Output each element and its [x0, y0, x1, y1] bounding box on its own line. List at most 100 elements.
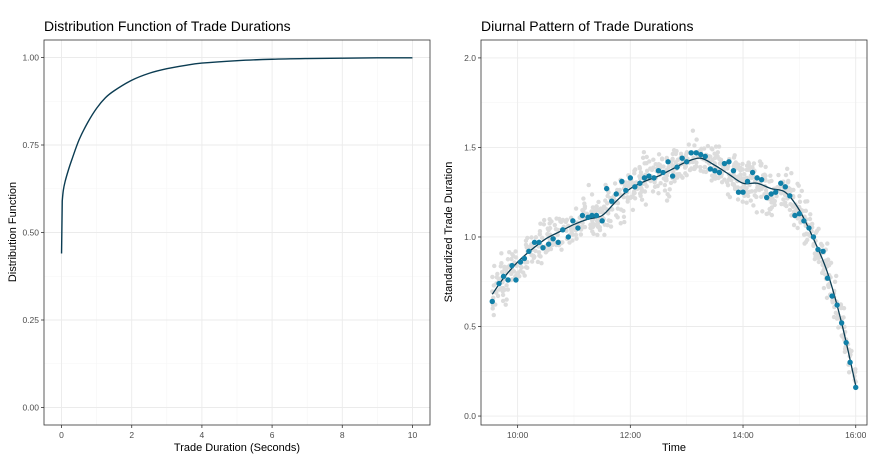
diurnal-raw-point: [781, 197, 786, 202]
diurnal-raw-point: [602, 222, 607, 227]
diurnal-mean-point: [619, 178, 625, 185]
diurnal-raw-point: [811, 243, 816, 248]
diurnal-raw-point: [639, 197, 645, 202]
diurnal-mean-point: [820, 248, 826, 254]
cdf-x-tick-label: 6: [270, 430, 275, 440]
diurnal-raw-point: [786, 178, 791, 184]
diurnal-raw-point: [790, 204, 796, 209]
diurnal-raw-point: [601, 204, 607, 209]
diurnal-mean-point: [838, 320, 845, 326]
diurnal-raw-point: [687, 167, 693, 173]
diurnal-smooth-line: [491, 157, 857, 386]
cdf-y-tick-label: 0.75: [22, 140, 39, 150]
diurnal-raw-point: [709, 178, 714, 183]
diurnal-raw-point: [552, 222, 558, 228]
diurnal-mean-point: [609, 198, 615, 204]
diurnal-raw-point: [490, 306, 495, 311]
diurnal-raw-point: [701, 146, 707, 151]
diurnal-raw-point: [505, 257, 511, 262]
diurnal-raw-point: [590, 205, 596, 210]
diurnal-raw-point: [505, 265, 510, 270]
diurnal-raw-point: [560, 240, 565, 245]
diurnal-raw-point: [533, 235, 539, 240]
diurnal-mean-point: [489, 298, 495, 305]
diurnal-raw-point: [590, 221, 596, 226]
diurnal-raw-point: [559, 247, 564, 252]
diurnal-x-tick-label: 16:00: [845, 430, 867, 440]
diurnal-x-axis-title: Time: [662, 442, 686, 454]
cdf-x-axis-title: Trade Duration (Seconds): [174, 442, 300, 454]
diurnal-raw-point: [518, 268, 523, 274]
diurnal-raw-point: [564, 218, 569, 223]
diurnal-raw-point: [500, 292, 506, 298]
diurnal-raw-point: [805, 231, 810, 237]
diurnal-raw-point: [764, 211, 769, 217]
diurnal-raw-point: [639, 185, 644, 191]
diurnal-raw-point: [734, 165, 740, 171]
diurnal-mean-point: [758, 176, 765, 183]
diurnal-raw-point: [684, 173, 689, 178]
diurnal-raw-point: [570, 238, 575, 243]
diurnal-raw-point: [589, 209, 594, 214]
diurnal-mean-point: [526, 248, 532, 254]
diurnal-raw-point: [627, 182, 632, 188]
diurnal-raw-point: [543, 249, 549, 254]
diurnal-raw-point: [712, 155, 718, 161]
diurnal-raw-point: [499, 270, 505, 275]
diurnal-raw-point: [547, 221, 552, 226]
diurnal-raw-point: [842, 349, 848, 355]
diurnal-raw-point: [698, 164, 703, 170]
diurnal-raw-point: [578, 232, 584, 237]
diurnal-raw-point: [525, 259, 530, 265]
diurnal-raw-point: [538, 254, 543, 259]
diurnal-mean-point: [683, 159, 690, 165]
diurnal-raw-point: [541, 217, 547, 223]
cdf-y-axis: 0.00 0.25 0.50 0.75 1.00: [22, 53, 44, 413]
diurnal-raw-point: [812, 256, 818, 262]
diurnal-raw-point: [535, 259, 541, 265]
diurnal-mean-point: [693, 150, 699, 156]
diurnal-raw-point: [670, 157, 675, 162]
diurnal-mean-point: [603, 185, 610, 192]
diurnal-raw-point: [782, 202, 788, 208]
diurnal-raw-point: [779, 201, 784, 207]
diurnal-raw-point: [694, 164, 699, 169]
diurnal-raw-point: [686, 142, 692, 147]
diurnal-raw-point: [753, 188, 758, 194]
diurnal-mean-point: [721, 160, 728, 167]
diurnal-raw-point: [774, 194, 779, 199]
diurnal-raw-point: [768, 173, 773, 178]
diurnal-x-axis: 10:00 12:00 14:00 16:00: [507, 425, 867, 440]
diurnal-raw-point: [518, 264, 524, 270]
diurnal-raw-point: [834, 273, 839, 279]
diurnal-raw-point: [623, 180, 628, 185]
diurnal-raw-point: [783, 172, 789, 178]
diurnal-mean-point: [674, 164, 680, 170]
diurnal-raw-point: [498, 264, 503, 269]
cdf-y-axis-title: Distribution Function: [7, 182, 19, 282]
diurnal-raw-point: [647, 159, 652, 164]
diurnal-raw-point: [630, 207, 636, 213]
diurnal-mean-point: [698, 151, 704, 158]
diurnal-raw-point: [662, 188, 668, 193]
diurnal-mean-point: [531, 239, 538, 246]
diurnal-raw-point: [499, 251, 504, 256]
diurnal-raw-point: [735, 162, 741, 167]
diurnal-mean-point: [829, 293, 835, 299]
diurnal-raw-point: [500, 289, 505, 294]
diurnal-raw-point: [791, 187, 796, 193]
diurnal-raw-point: [783, 193, 788, 198]
diurnal-raw-point: [791, 222, 797, 228]
diurnal-raw-point: [554, 216, 559, 221]
diurnal-raw-point: [809, 221, 815, 227]
diurnal-mean-point: [815, 246, 821, 253]
cdf-x-tick-label: 0: [59, 430, 64, 440]
diurnal-raw-point: [523, 238, 529, 243]
diurnal-raw-point: [504, 283, 509, 288]
diurnal-mean-point: [593, 212, 600, 219]
diurnal-raw-point: [495, 293, 501, 299]
diurnal-raw-point: [573, 232, 579, 238]
diurnal-mean-point: [834, 302, 840, 308]
diurnal-raw-point: [759, 194, 764, 199]
diurnal-raw-point: [824, 295, 830, 301]
